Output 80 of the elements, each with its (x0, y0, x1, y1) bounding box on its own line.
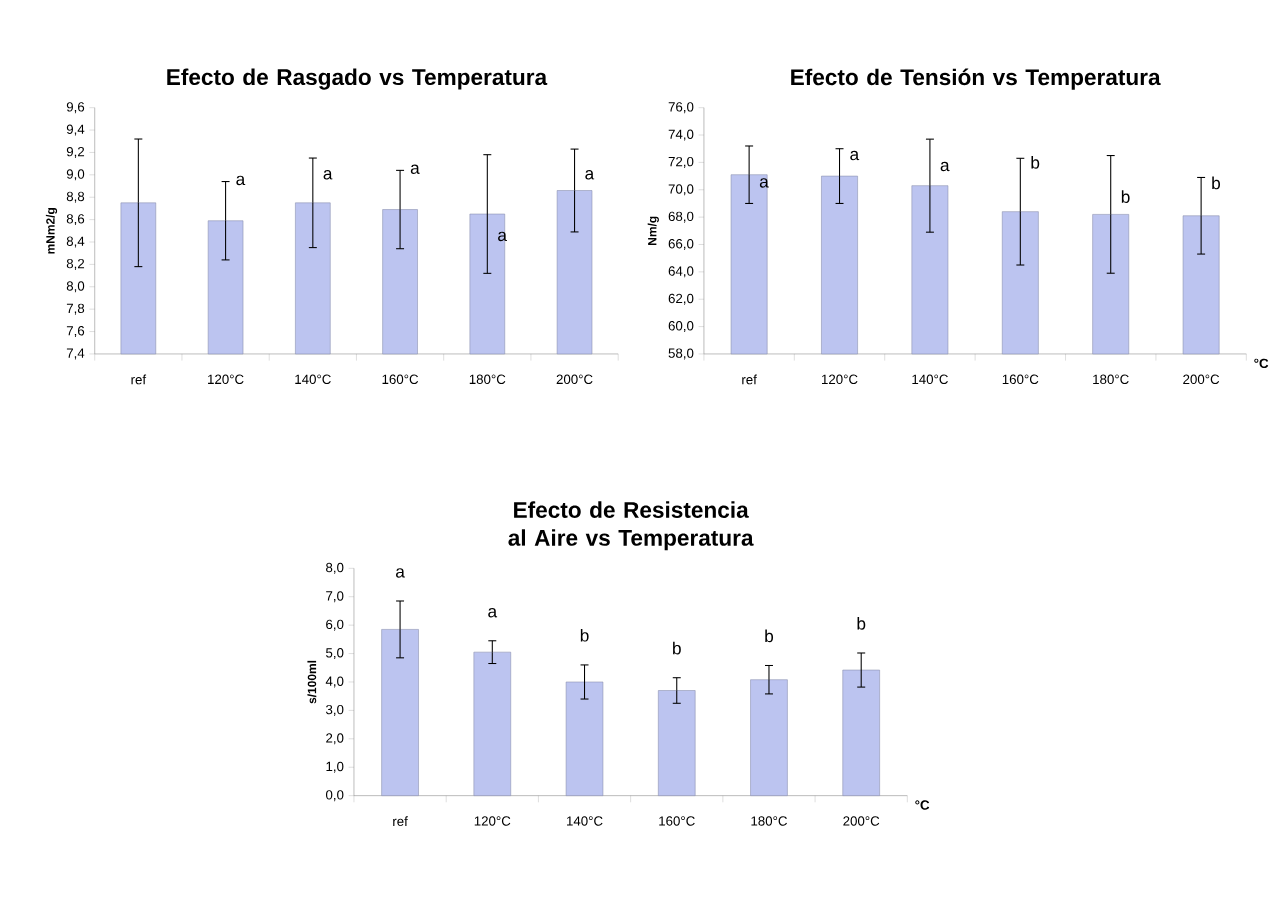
y-tick-label: 7,6 (66, 325, 85, 337)
annotation: a (236, 175, 246, 186)
x-tick-label: 160°C (382, 374, 419, 384)
bar (658, 690, 696, 796)
y-tick-label: 7,8 (66, 303, 85, 315)
y-tick-label: 9,0 (66, 169, 85, 181)
annotation: b (1031, 155, 1040, 169)
y-tick-label: 5,0 (326, 647, 344, 659)
x-axis-title: °C (1254, 358, 1269, 368)
x-tick-label: ref (393, 816, 408, 826)
y-tick-label: 74,0 (668, 129, 694, 141)
x-tick-label: 120°C (474, 816, 511, 826)
x-tick-label: 140°C (912, 374, 948, 384)
x-tick-label: 200°C (1183, 374, 1220, 384)
y-tick-label: 4,0 (325, 676, 344, 688)
chart-title: Efecto de Tensión vs Temperatura (791, 68, 1161, 90)
bar (473, 651, 512, 796)
y-tick-label: 76,0 (668, 102, 694, 114)
bar (381, 629, 419, 796)
annotation: b (580, 628, 589, 642)
y-tick-label: 8,2 (66, 258, 85, 270)
annotation: b (1212, 176, 1221, 190)
y-tick-label: 60,0 (668, 320, 694, 332)
y-tick-label: 1,0 (326, 761, 344, 773)
chart-title: Efecto de Resistencia al Aire vs Temperatura (508, 501, 754, 551)
y-tick-label: 9,2 (66, 146, 85, 158)
x-tick-label: 180°C (751, 816, 788, 826)
annotation: b (857, 616, 866, 630)
x-tick-label: 180°C (469, 374, 506, 384)
y-tick-label: 8,8 (66, 191, 85, 203)
x-tick-label: 200°C (556, 374, 593, 384)
y-tick-label: 8,4 (66, 236, 85, 248)
y-tick-label: 9,6 (66, 102, 85, 114)
y-tick-label: 66,0 (668, 238, 694, 250)
y-tick-label: 7,0 (326, 591, 344, 603)
y-tick-label: 0,0 (325, 790, 344, 801)
x-tick-label: 120°C (208, 374, 244, 384)
y-axis-title: Nm/g (647, 216, 659, 245)
y-tick-label: 9,4 (66, 124, 85, 136)
y-tick-label: 72,0 (668, 156, 694, 168)
y-tick-label: 2,0 (326, 733, 344, 745)
annotation: b (765, 629, 774, 643)
x-tick-label: 140°C (567, 816, 603, 826)
y-tick-label: 6,0 (326, 619, 344, 631)
y-tick-label: 62,0 (668, 293, 694, 305)
x-tick-label: ref (131, 374, 147, 385)
annotation: a (498, 231, 507, 241)
annotation: a (410, 164, 420, 174)
x-tick-label: 120°C (821, 374, 858, 384)
y-tick-label: 3,0 (325, 704, 344, 716)
x-axis-title: °C (915, 800, 930, 810)
x-tick-label: 200°C (843, 816, 880, 826)
annotation: a (323, 169, 333, 180)
y-tick-label: 70,0 (668, 184, 694, 196)
y-tick-label: 8,0 (326, 562, 344, 574)
annotation: b (673, 641, 681, 655)
y-tick-label: 68,0 (668, 211, 694, 223)
bar (842, 669, 880, 796)
y-tick-label: 8,0 (66, 281, 85, 293)
chart-title: Efecto de Rasgado vs Temperatura (167, 68, 548, 90)
annotation: a (759, 178, 769, 188)
annotation: a (585, 169, 595, 180)
x-tick-label: 160°C (1002, 374, 1039, 384)
x-tick-label: 160°C (659, 816, 695, 826)
x-tick-label: 180°C (1093, 374, 1129, 384)
y-tick-label: 58,0 (668, 348, 694, 360)
annotation: b (1121, 190, 1130, 203)
y-axis-title: mNm2/g (45, 207, 58, 254)
bar (565, 681, 604, 796)
annotation: a (940, 161, 950, 172)
y-tick-label: 64,0 (668, 266, 694, 278)
x-tick-label: 140°C (295, 374, 331, 384)
annotation: a (850, 150, 860, 161)
y-tick-label: 7,4 (66, 348, 85, 360)
y-axis-title: s/100ml (307, 660, 317, 704)
x-tick-label: ref (742, 374, 757, 385)
annotation: a (488, 607, 498, 618)
annotation: a (396, 568, 405, 578)
bar (750, 679, 788, 796)
y-tick-label: 8,6 (66, 213, 85, 225)
